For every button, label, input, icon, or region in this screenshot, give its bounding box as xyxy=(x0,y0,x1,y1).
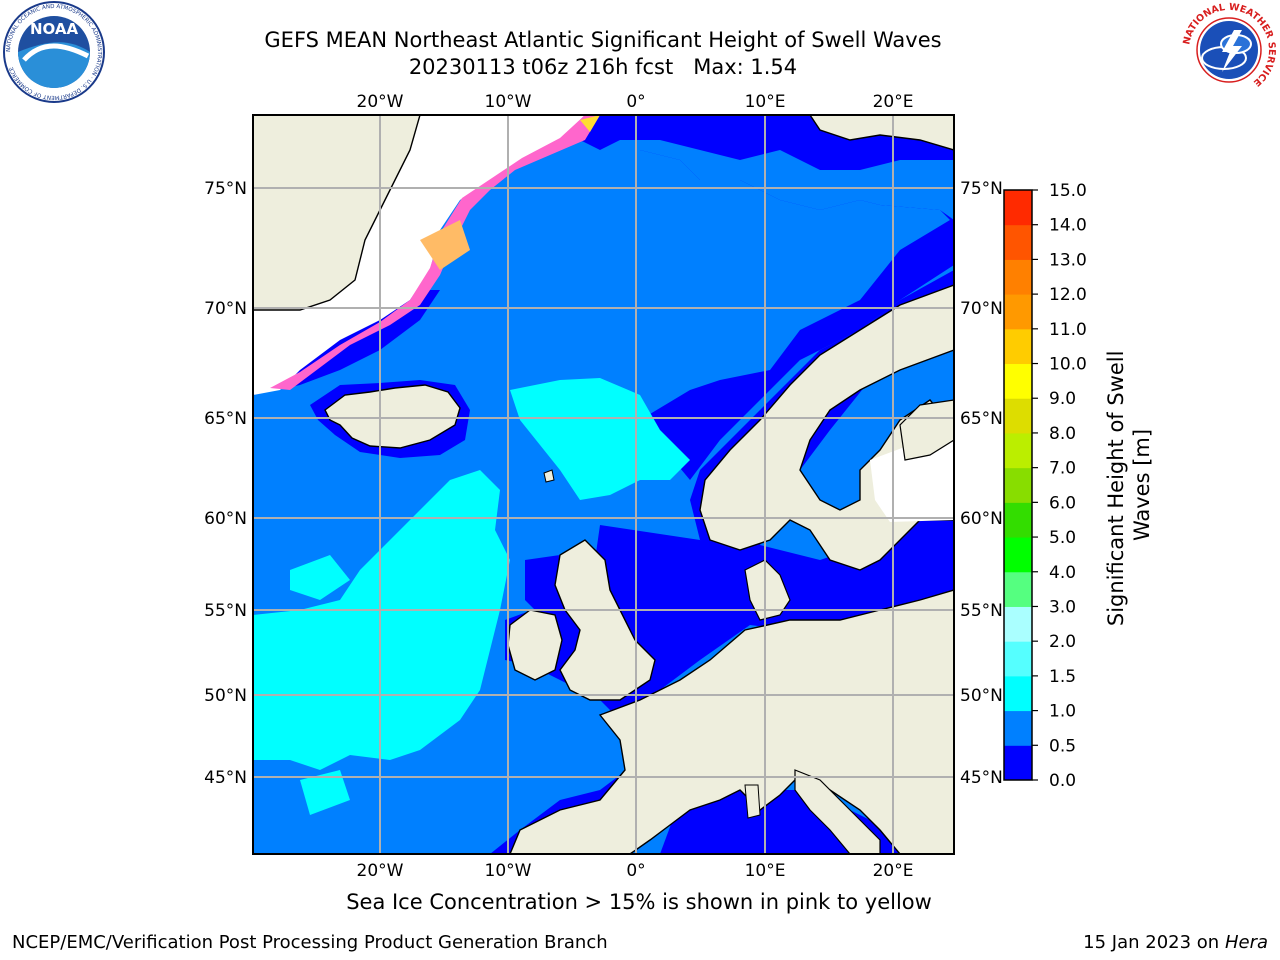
land-iceland xyxy=(324,384,461,449)
footer-machine: Hera xyxy=(1224,932,1268,953)
footer-date: 15 Jan 2023 on Hera xyxy=(1083,932,1268,953)
colorbar-tick-label: 4.0 xyxy=(1049,563,1076,583)
sea-ice-edge-yellow xyxy=(580,115,600,132)
lon-label: 20°E xyxy=(873,861,914,881)
lon-label: 20°W xyxy=(357,861,404,881)
land-faroe xyxy=(543,469,555,483)
colorbar-label: Significant Height of Swell Waves [m] xyxy=(1104,344,1154,626)
colorbar-tick-label: 7.0 xyxy=(1049,459,1076,479)
map-area xyxy=(253,115,954,854)
lat-label: 55°N xyxy=(204,601,247,621)
lat-label: 45°N xyxy=(204,768,247,788)
lat-label: 45°N xyxy=(960,768,1003,788)
lat-label: 75°N xyxy=(960,179,1003,199)
chart-title: GEFS MEAN Northeast Atlantic Significant… xyxy=(264,28,942,52)
colorbar-label-line: Significant Height of Swell xyxy=(1104,351,1128,627)
colorbar: 0.0 0.5 1.0 1.5 2.0 3.0 4.0 5.0 6.0 7.0 8.0 9.0 10.0… xyxy=(1003,181,1087,791)
lon-labels-bottom: 20°W 10°W 0° 10°E 20°E xyxy=(357,861,914,881)
graticule xyxy=(253,115,954,854)
land-finland xyxy=(899,399,954,461)
colorbar-swatch xyxy=(1004,537,1032,573)
lon-label: 20°E xyxy=(873,92,914,112)
colorbar-tick-label: 11.0 xyxy=(1049,320,1087,340)
colorbar-tick-label: 1.0 xyxy=(1049,702,1076,722)
colorbar-swatch xyxy=(1004,606,1032,642)
colorbar-swatch xyxy=(1004,328,1032,365)
ocean-swell-1.0-1.5-patch xyxy=(300,770,350,815)
ocean-swell-1.0-1.5-north xyxy=(510,378,690,500)
lon-label: 10°W xyxy=(485,92,532,112)
colorbar-tick-label: 13.0 xyxy=(1049,250,1087,270)
nws-logo-icon: NATIONAL WEATHER SERVICE xyxy=(1181,2,1277,98)
colorbar-tick-label: 15.0 xyxy=(1049,181,1087,201)
colorbar-label-line: Waves [m] xyxy=(1130,429,1154,541)
map-frame xyxy=(252,114,955,855)
colorbar-swatch xyxy=(1004,398,1032,434)
ocean-swell-mid-north xyxy=(600,140,954,220)
noaa-logo-text: NOAA xyxy=(30,20,79,38)
land-ireland xyxy=(507,609,563,681)
lat-label: 70°N xyxy=(204,299,247,319)
lon-labels-top: 20°W 10°W 0° 10°E 20°E xyxy=(357,92,914,112)
colorbar-tick-label: 12.0 xyxy=(1049,285,1087,305)
colorbar-tick-label: 1.5 xyxy=(1049,667,1076,687)
lat-label: 55°N xyxy=(960,601,1003,621)
colorbar-tick-label: 2.0 xyxy=(1049,632,1076,652)
footer-date-text: 15 Jan 2023 on xyxy=(1083,932,1225,953)
land-great-britain xyxy=(554,539,656,701)
lat-label: 60°N xyxy=(204,509,247,529)
lat-label: 60°N xyxy=(960,509,1003,529)
colorbar-swatch xyxy=(1004,363,1032,399)
lat-label: 65°N xyxy=(960,409,1003,429)
lat-label: 50°N xyxy=(204,686,247,706)
colorbar-tick-label: 9.0 xyxy=(1049,389,1076,409)
lat-label: 50°N xyxy=(960,686,1003,706)
colorbar-swatch xyxy=(1004,224,1032,260)
lon-label: 10°W xyxy=(485,861,532,881)
lat-label: 75°N xyxy=(204,179,247,199)
footer-credit: NCEP/EMC/Verification Post Processing Pr… xyxy=(12,932,608,953)
sea-ice-note: Sea Ice Concentration > 15% is shown in … xyxy=(346,890,932,914)
lat-labels-right: 75°N 70°N 65°N 60°N 55°N 50°N 45°N xyxy=(960,179,1003,788)
lat-label: 65°N xyxy=(204,409,247,429)
chart-subtitle: 20230113 t06z 216h fcst Max: 1.54 xyxy=(408,55,798,79)
colorbar-tick-label: 8.0 xyxy=(1049,424,1076,444)
colorbar-tick-label: 3.0 xyxy=(1049,597,1076,617)
colorbar-swatch xyxy=(1004,502,1032,538)
ocean-swell-1.0-1.5-patch xyxy=(290,555,350,600)
lon-label: 0° xyxy=(626,92,645,112)
colorbar-swatch xyxy=(1004,432,1032,469)
colorbar-tick-label: 14.0 xyxy=(1049,216,1087,236)
lat-label: 70°N xyxy=(960,299,1003,319)
colorbar-swatch xyxy=(1004,259,1032,295)
lon-label: 10°E xyxy=(745,861,786,881)
lon-label: 0° xyxy=(626,861,645,881)
noaa-logo-icon: NATIONAL OCEANIC AND ATMOSPHERIC ADMINIS… xyxy=(3,1,105,103)
colorbar-swatch xyxy=(1004,294,1032,330)
colorbar-swatch xyxy=(1004,467,1032,503)
land-greenland xyxy=(253,115,421,311)
land-denmark xyxy=(744,559,791,621)
colorbar-tick-label: 0.0 xyxy=(1049,771,1076,791)
lon-label: 10°E xyxy=(745,92,786,112)
sea-ice-edge-orange xyxy=(420,220,470,270)
land-italy xyxy=(794,769,881,854)
lon-label: 20°W xyxy=(357,92,404,112)
colorbar-swatch xyxy=(1004,710,1032,746)
colorbar-tick-label: 10.0 xyxy=(1049,355,1087,375)
colorbar-tick-label: 6.0 xyxy=(1049,493,1076,513)
lat-labels-left: 75°N 70°N 65°N 60°N 55°N 50°N 45°N xyxy=(204,179,247,788)
colorbar-swatch xyxy=(1004,571,1032,607)
land-corsica xyxy=(744,784,761,819)
colorbar-tick-label: 0.5 xyxy=(1049,736,1076,756)
colorbar-swatch xyxy=(1004,745,1032,781)
colorbar-swatch xyxy=(1004,641,1032,677)
colorbar-tick-label: 5.0 xyxy=(1049,528,1076,548)
colorbar-swatch xyxy=(1004,675,1032,712)
colorbar-swatch xyxy=(1004,190,1032,226)
colorbar-frame xyxy=(1003,189,1033,781)
land-svalbard xyxy=(809,115,954,151)
